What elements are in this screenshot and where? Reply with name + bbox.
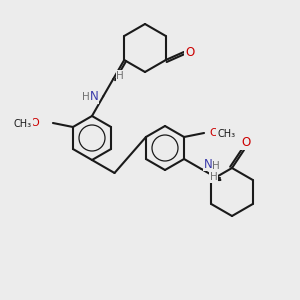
- Text: CH₃: CH₃: [217, 129, 235, 139]
- Text: N: N: [89, 90, 98, 103]
- Text: H: H: [82, 92, 90, 102]
- Text: O: O: [31, 118, 39, 128]
- Text: H: H: [210, 172, 217, 182]
- Text: O: O: [242, 136, 250, 149]
- Text: O: O: [209, 128, 218, 138]
- Text: CH₃: CH₃: [14, 119, 32, 129]
- Text: N: N: [204, 158, 213, 170]
- Text: H: H: [212, 161, 220, 171]
- Text: H: H: [116, 71, 124, 81]
- Text: O: O: [185, 46, 194, 59]
